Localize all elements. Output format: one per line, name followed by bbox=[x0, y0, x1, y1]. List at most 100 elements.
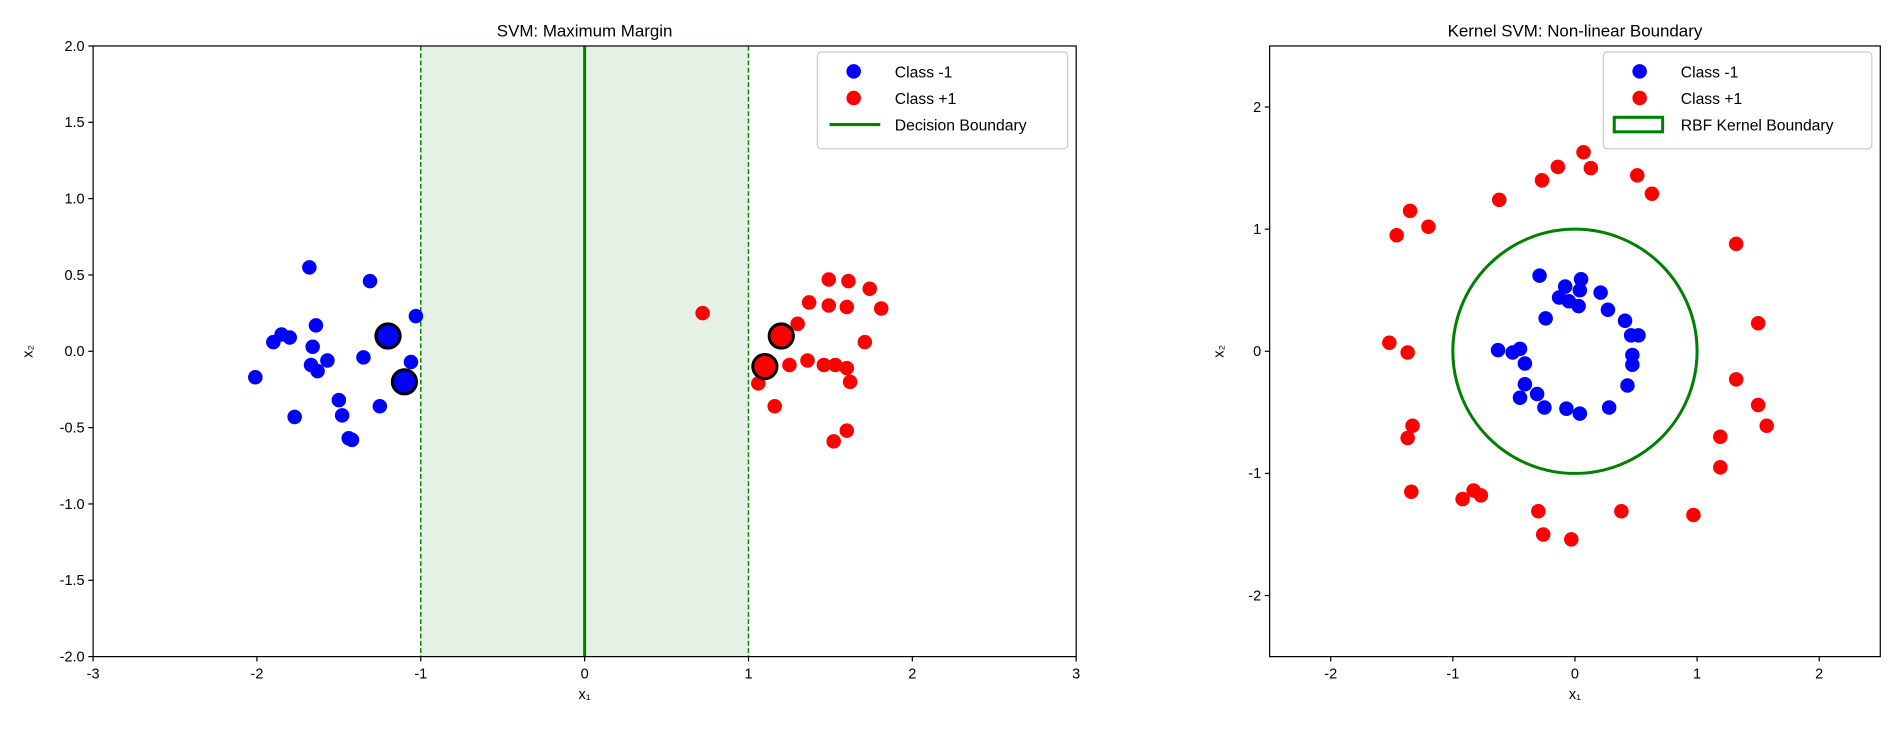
class-pos-point bbox=[821, 272, 837, 287]
rbf-boundary-circle bbox=[1451, 227, 1699, 475]
x-tick-label: -2 bbox=[1324, 666, 1337, 682]
class-neg-point bbox=[248, 369, 263, 385]
class-neg-point bbox=[282, 330, 297, 345]
class-pos-point bbox=[841, 273, 856, 289]
class-neg-point bbox=[1600, 302, 1616, 318]
class-pos-point bbox=[839, 423, 855, 438]
x-tick-label: -1 bbox=[1446, 666, 1459, 682]
chart-title: SVM: Maximum Margin bbox=[497, 21, 673, 40]
legend: Class -1 Class +1 Decision Boundary bbox=[816, 51, 1069, 150]
class-neg-point bbox=[320, 353, 335, 368]
x-axis-label: x₁ bbox=[579, 687, 591, 703]
class-pos-point bbox=[839, 299, 855, 315]
support-vector bbox=[374, 322, 402, 350]
class-pos-point bbox=[821, 298, 837, 313]
class-neg-point bbox=[1571, 298, 1586, 314]
y-tick-label: -2.0 bbox=[60, 649, 85, 665]
y-tick-label: 0.5 bbox=[64, 268, 84, 284]
plot-area bbox=[248, 45, 889, 657]
class-neg-point bbox=[287, 409, 302, 425]
class-pos-point bbox=[800, 353, 815, 368]
y-axis-label: x₂ bbox=[21, 345, 37, 358]
class-neg-point bbox=[1538, 311, 1553, 326]
y-tick-label: -1 bbox=[1248, 466, 1261, 482]
y-tick-label: -1.0 bbox=[60, 497, 85, 513]
class-neg-point bbox=[310, 363, 325, 379]
class-neg-point bbox=[1631, 328, 1646, 343]
class-neg-point bbox=[1490, 342, 1506, 358]
legend-label: RBF Kernel Boundary bbox=[1681, 118, 1834, 135]
class-neg-point bbox=[403, 354, 419, 370]
legend-label: Class -1 bbox=[1681, 64, 1739, 81]
class-pos-point bbox=[1455, 491, 1470, 507]
class-neg-point bbox=[1573, 271, 1589, 287]
x-tick-label: -3 bbox=[87, 666, 100, 682]
class-pos-point bbox=[1550, 159, 1566, 175]
y-tick-label: 2.0 bbox=[64, 39, 84, 55]
x-tick-label: 2 bbox=[908, 666, 916, 682]
class-neg-point bbox=[1601, 400, 1617, 415]
class-pos-point bbox=[1728, 236, 1744, 252]
class-pos-point bbox=[1421, 219, 1436, 234]
legend-box bbox=[1602, 51, 1873, 150]
chart-2: -2 -1 0 1 2 -2 -1 0 1 2 Kernel SVM: Non-linear Bou… bbox=[1212, 21, 1881, 703]
class-pos-point bbox=[1402, 203, 1418, 219]
legend-label: Decision Boundary bbox=[895, 118, 1027, 135]
x-tick-label: 2 bbox=[1815, 666, 1823, 682]
class-pos-point bbox=[1404, 484, 1419, 499]
class-neg-point bbox=[308, 318, 324, 333]
legend-marker-class-pos bbox=[1632, 90, 1647, 106]
class-pos-point bbox=[1583, 160, 1599, 176]
class-pos-point bbox=[828, 357, 843, 373]
class-neg-point bbox=[408, 308, 424, 324]
legend: Class -1 Class +1 RBF Kernel Boundary bbox=[1602, 51, 1873, 150]
class-neg-point bbox=[356, 350, 371, 365]
y-tick-label: 0.0 bbox=[64, 344, 84, 360]
class-pos-point bbox=[1564, 532, 1579, 547]
class-neg-point bbox=[331, 392, 347, 408]
class-pos-point bbox=[801, 295, 817, 310]
class-neg-point bbox=[334, 408, 350, 423]
x-tick-label: 0 bbox=[1571, 666, 1579, 682]
chart-1: -3 -2 -1 0 1 2 3 -2.0 -1.5 -1.0 -0.5 0.0 0.5 1.0 1.5 2.… bbox=[21, 21, 1081, 703]
class-neg-point bbox=[341, 431, 356, 446]
class-pos-point bbox=[1644, 186, 1660, 202]
y-tick-label: 1 bbox=[1253, 222, 1261, 238]
y-tick-label: 1.5 bbox=[64, 115, 84, 131]
class-neg-point bbox=[1512, 341, 1528, 357]
class-pos-point bbox=[857, 334, 873, 350]
class-pos-point bbox=[816, 357, 832, 373]
y-tick-label: -1.5 bbox=[60, 573, 85, 589]
class-pos-point bbox=[1713, 460, 1728, 475]
class-pos-point bbox=[782, 357, 797, 373]
class-neg-point bbox=[1517, 356, 1533, 371]
x-tick-label: 3 bbox=[1072, 666, 1080, 682]
y-tick-label: -2 bbox=[1248, 588, 1261, 604]
class-pos-point bbox=[862, 281, 877, 296]
legend-marker-class-pos bbox=[846, 90, 861, 106]
class-neg-point bbox=[1559, 401, 1574, 416]
class-pos-point bbox=[1576, 144, 1591, 160]
class-neg-point bbox=[362, 273, 378, 289]
class-neg-point bbox=[302, 260, 317, 275]
class-pos-point bbox=[1750, 397, 1766, 413]
class-pos-point bbox=[1759, 418, 1774, 434]
legend-marker-class-neg bbox=[1632, 64, 1647, 79]
class-pos-point bbox=[1400, 430, 1415, 446]
class-pos-point bbox=[1389, 228, 1404, 243]
class-neg-point bbox=[1593, 285, 1608, 300]
class-neg-point bbox=[1517, 377, 1533, 392]
legend-marker-class-neg bbox=[846, 64, 861, 79]
class-pos-point bbox=[1382, 335, 1397, 350]
class-pos-point bbox=[839, 360, 855, 376]
class-pos-point bbox=[842, 374, 858, 390]
legend-label: Class -1 bbox=[895, 64, 953, 81]
class-neg-point bbox=[1572, 282, 1588, 298]
class-pos-point bbox=[1531, 504, 1546, 519]
class-pos-point bbox=[790, 316, 805, 332]
class-neg-point bbox=[305, 339, 320, 354]
class-pos-point bbox=[1629, 168, 1645, 183]
class-pos-point bbox=[1728, 372, 1744, 387]
y-axis-label: x₂ bbox=[1212, 345, 1228, 358]
